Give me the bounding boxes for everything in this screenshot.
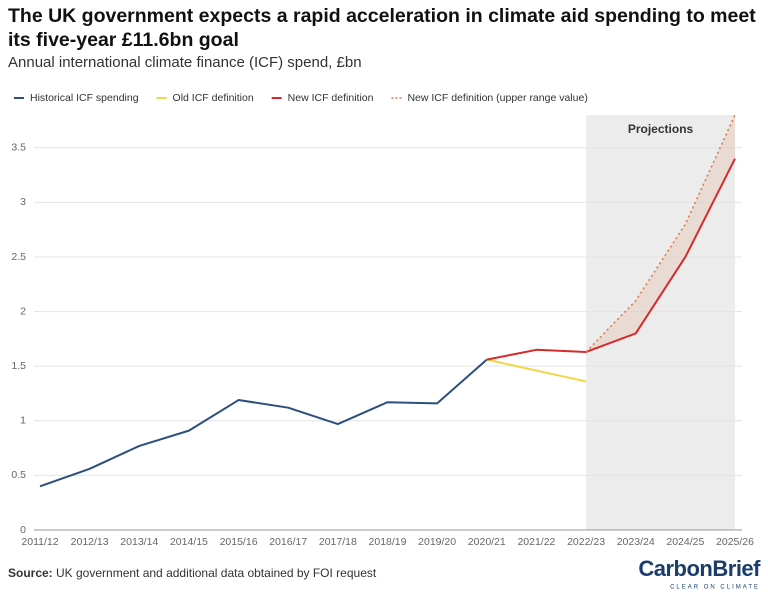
x-tick-label: 2015/16	[220, 536, 258, 548]
projection-shade	[586, 115, 735, 530]
legend-label: Old ICF definition	[173, 92, 254, 104]
legend-label: Historical ICF spending	[30, 92, 139, 104]
logo-name: CarbonBrief	[638, 556, 761, 581]
logo-tagline: CLEAR ON CLIMATE	[670, 585, 760, 591]
series-line	[486, 158, 736, 361]
x-tick-label: 2020/21	[468, 536, 506, 548]
y-tick-label: 0	[20, 524, 26, 536]
x-tick-label: 2013/14	[120, 536, 158, 548]
y-tick-label: 1	[20, 415, 26, 427]
series-line	[486, 358, 587, 383]
y-tick-label: 3	[20, 196, 26, 208]
x-tick-label: 2014/15	[170, 536, 208, 548]
x-tick-label: 2023/24	[617, 536, 655, 548]
source-text: UK government and additional data obtain…	[56, 566, 377, 580]
y-tick-label: 2.5	[11, 251, 26, 263]
y-tick-label: 3.5	[11, 142, 26, 154]
legend-label: New ICF definition (upper range value)	[407, 92, 587, 104]
x-tick-label: 2024/25	[666, 536, 704, 548]
x-tick-label: 2016/17	[269, 536, 307, 548]
series-line	[585, 114, 736, 353]
legend-label: New ICF definition	[288, 92, 374, 104]
x-tick-label: 2019/20	[418, 536, 456, 548]
y-tick-label: 1.5	[11, 360, 26, 372]
y-tick-label: 2	[20, 305, 26, 317]
x-tick-label: 2018/19	[369, 536, 407, 548]
x-tick-label: 2021/22	[517, 536, 555, 548]
y-tick-label: 0.5	[11, 469, 26, 481]
chart-title: The UK government expects a rapid accele…	[8, 5, 756, 51]
series-line	[39, 358, 488, 488]
chart-subtitle: Annual international climate finance (IC…	[8, 54, 362, 71]
projection-label: Projections	[628, 122, 694, 136]
x-tick-label: 2012/13	[71, 536, 109, 548]
x-tick-label: 2025/26	[716, 536, 754, 548]
x-tick-label: 2017/18	[319, 536, 357, 548]
x-tick-label: 2022/23	[567, 536, 605, 548]
x-tick-label: 2011/12	[21, 536, 58, 548]
source-label: Source:	[8, 566, 53, 580]
